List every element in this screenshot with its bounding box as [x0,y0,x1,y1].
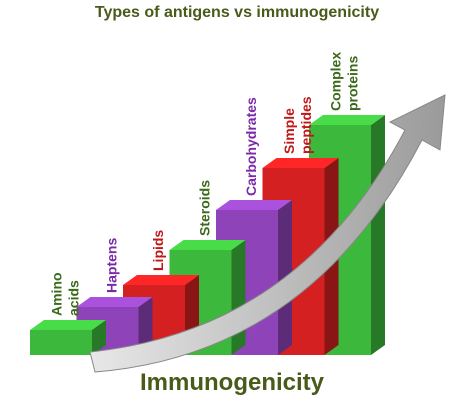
bar-side [138,297,153,355]
bar-top [169,240,246,250]
bar-label: Carbohydrates [243,97,259,196]
bar-label: Amino [49,272,65,316]
bar-label: Complex [328,52,344,111]
chart-title: Types of antigens vs immunogenicity [95,4,379,21]
arrow [89,94,446,373]
bar-label: Lipids [150,230,166,271]
bar-top [216,200,292,210]
bar [30,330,92,355]
bar-label: Steroids [197,180,213,236]
bar-top [30,320,106,330]
bar-top [76,297,153,307]
bar-side [92,320,106,355]
bar-label: Haptens [104,238,120,293]
bar-label: acids [66,280,82,316]
bar-side [231,240,246,355]
bar-label: Simple [281,108,297,154]
bar-side [371,115,385,355]
bar-top [123,275,199,285]
bar-top [262,158,339,168]
bar-top [309,115,385,125]
bar-label: peptides [298,96,314,154]
bar-label: proteins [345,56,361,111]
x-axis-label: Immunogenicity [140,369,325,396]
